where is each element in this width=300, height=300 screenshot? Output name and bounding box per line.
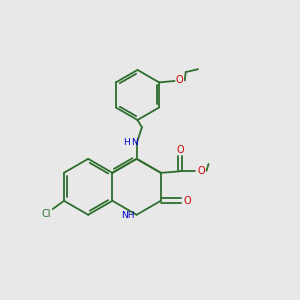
Text: O: O <box>184 196 191 206</box>
Text: N: N <box>131 137 138 146</box>
Text: O: O <box>176 145 184 155</box>
Text: Cl: Cl <box>41 209 51 219</box>
Text: O: O <box>197 166 205 176</box>
Text: O: O <box>176 75 184 85</box>
Text: NH: NH <box>122 211 135 220</box>
Text: H: H <box>123 137 130 146</box>
